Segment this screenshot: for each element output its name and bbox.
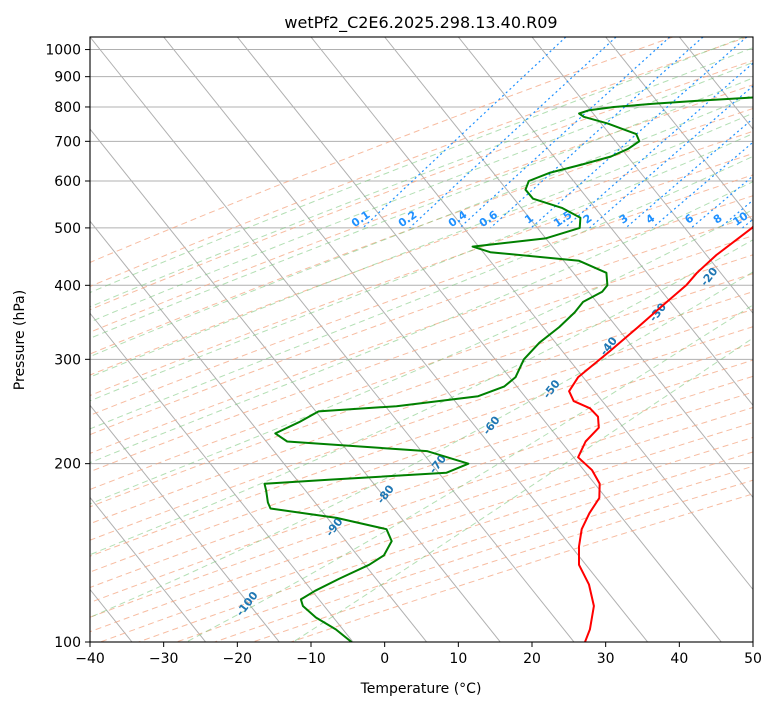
mixing-ratio-line xyxy=(690,175,753,229)
moist-adiabat-line xyxy=(90,271,753,618)
isotherm-line xyxy=(236,37,722,642)
x-tick-label: −10 xyxy=(296,651,326,667)
background-lines xyxy=(90,37,753,642)
moist-adiabat-line xyxy=(90,77,753,339)
x-tick-label: 30 xyxy=(597,651,615,667)
dry-adiabat-line xyxy=(90,59,753,311)
x-tick-label: −30 xyxy=(149,651,179,667)
isotherm-line xyxy=(90,128,501,642)
isotherm-line xyxy=(163,37,649,642)
y-tick-label: 900 xyxy=(54,70,81,86)
isotherm-line xyxy=(90,404,280,642)
dry-adiabat-line xyxy=(90,37,748,288)
moist-adiabat-line xyxy=(90,181,753,464)
isotherm-line xyxy=(457,37,753,407)
x-tick-label: 10 xyxy=(449,651,467,667)
moist-adiabat-line xyxy=(90,47,753,308)
mixing-ratio-line xyxy=(530,37,748,229)
dry-adiabat-line xyxy=(90,291,753,525)
y-tick-label: 100 xyxy=(54,635,81,651)
temperature-profile-line xyxy=(568,225,753,642)
dry-adiabat-line xyxy=(90,84,753,333)
y-tick-label: 1000 xyxy=(45,43,81,59)
moist-adiabat-line xyxy=(186,304,753,642)
chart-title: wetPf2_C2E6.2025.298.13.40.R09 xyxy=(284,13,557,33)
isotherm-line xyxy=(90,312,354,642)
mixing-ratio-line xyxy=(490,37,704,229)
mixing-ratio-line xyxy=(589,85,753,229)
x-tick-label: −40 xyxy=(75,651,105,667)
moist-adiabat-line xyxy=(90,155,753,430)
y-tick-label: 800 xyxy=(54,100,81,116)
dry-adiabat-line xyxy=(90,326,753,557)
y-tick-label: 400 xyxy=(54,278,81,294)
mixing-ratio-line xyxy=(409,37,617,229)
y-tick-label: 600 xyxy=(54,174,81,190)
mixing-ratio-line xyxy=(362,37,567,229)
isotherm-line xyxy=(90,37,575,642)
isotherm-line xyxy=(384,37,753,499)
isotherm-line xyxy=(605,37,753,222)
dry-adiabat-line xyxy=(90,391,753,618)
dry-adiabat-line xyxy=(90,343,753,573)
x-tick-label: 50 xyxy=(744,651,762,667)
dry-adiabat-line xyxy=(90,130,753,376)
y-tick-label: 700 xyxy=(54,134,81,150)
profile-lines xyxy=(263,96,753,642)
moist-adiabat-line xyxy=(90,37,745,294)
y-axis-title: Pressure (hPa) xyxy=(12,290,28,390)
dry-adiabat-line xyxy=(90,107,753,355)
dry-adiabat-line xyxy=(90,195,753,436)
axis-ticks: −40 −30 −20 −10 0 10 20 30 40 50 1000 900 800 700 600 5… xyxy=(45,43,762,667)
x-tick-label: −20 xyxy=(223,651,253,667)
dry-adiabat-line xyxy=(90,174,753,416)
dewpoint-profile-line xyxy=(263,96,753,642)
mixing-ratio-line xyxy=(459,37,671,229)
x-axis-title: Temperature (°C) xyxy=(360,681,482,697)
moist-adiabat-line xyxy=(90,61,753,323)
x-tick-label: 20 xyxy=(523,651,541,667)
dry-adiabat-line xyxy=(90,235,753,473)
dry-adiabat-line xyxy=(90,254,753,490)
plot-frame xyxy=(89,36,754,643)
isotherm-line xyxy=(90,220,428,642)
moist-adiabat-line xyxy=(292,337,753,642)
dry-adiabat-line xyxy=(90,375,753,604)
isotherm-line xyxy=(531,37,753,315)
isotherm-line xyxy=(90,496,207,642)
dry-adiabat-line xyxy=(90,37,673,263)
x-tick-label: 0 xyxy=(380,651,389,667)
y-tick-label: 500 xyxy=(54,221,81,237)
y-tick-label: 200 xyxy=(54,457,81,473)
y-tick-label: 300 xyxy=(54,352,81,368)
moist-adiabat-line xyxy=(90,239,753,556)
moist-adiabat-line xyxy=(90,133,753,402)
x-tick-label: 40 xyxy=(670,651,688,667)
moist-adiabat-line xyxy=(90,112,753,378)
